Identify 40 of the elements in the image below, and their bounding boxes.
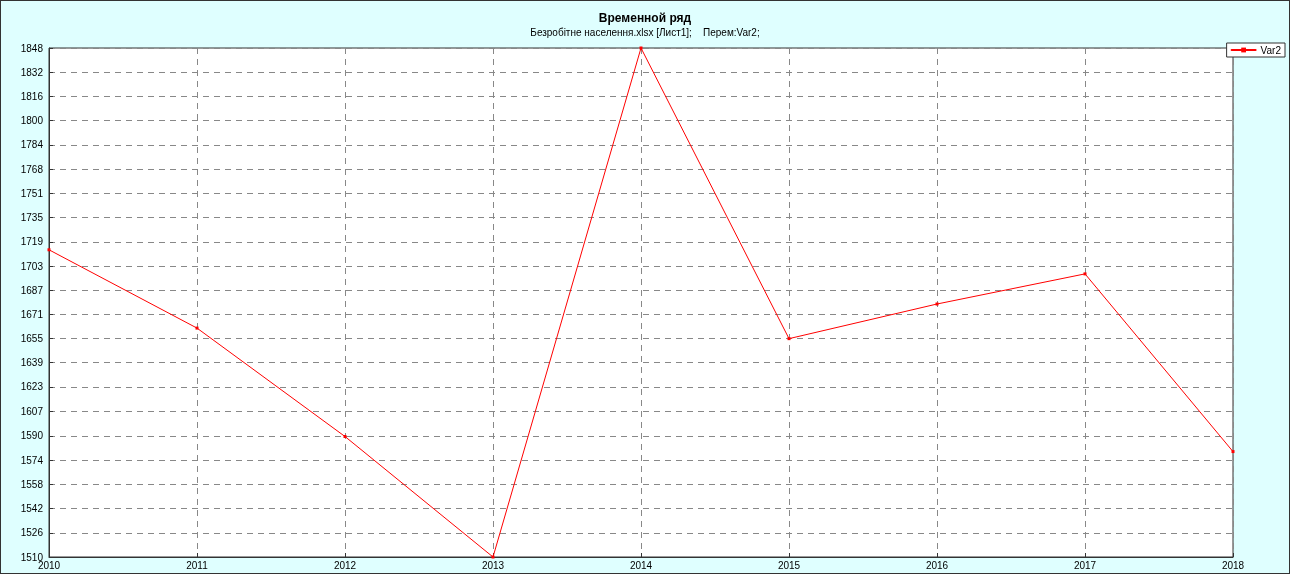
legend-label: Var2 bbox=[1260, 44, 1282, 56]
x-tick-label: 2016 bbox=[925, 559, 949, 571]
chart-title: Временной ряд bbox=[598, 11, 692, 25]
x-tick-label: 2017 bbox=[1073, 559, 1097, 571]
y-tick-label: 1687 bbox=[20, 284, 44, 296]
x-tick-label: 2015 bbox=[777, 559, 801, 571]
y-tick-label: 1655 bbox=[20, 332, 44, 344]
y-tick-label: 1590 bbox=[20, 430, 44, 442]
y-tick-label: 1816 bbox=[20, 90, 44, 102]
x-tick-label: 2014 bbox=[629, 559, 653, 571]
y-tick-label: 1751 bbox=[20, 187, 44, 199]
y-tick-label: 1639 bbox=[20, 357, 44, 369]
x-tick-label: 2011 bbox=[186, 559, 209, 571]
y-tick-label: 1768 bbox=[20, 163, 44, 175]
x-tick-label: 2013 bbox=[481, 559, 505, 571]
y-tick-label: 1574 bbox=[20, 454, 44, 466]
x-tick-label: 2018 bbox=[1221, 559, 1245, 571]
y-tick-label: 1719 bbox=[20, 236, 44, 248]
y-tick-label: 1671 bbox=[20, 309, 44, 321]
y-tick-label: 1800 bbox=[20, 115, 44, 127]
point bbox=[47, 248, 51, 252]
y-tick-label: 1784 bbox=[20, 139, 44, 151]
y-tick-label: 1848 bbox=[20, 42, 44, 54]
y-tick-label: 1542 bbox=[20, 502, 44, 514]
y-tick-label: 1526 bbox=[20, 527, 44, 539]
point bbox=[1231, 450, 1235, 454]
chart-subtitle: Безробітне населення.xlsx [Лист1]; Перем:Var2; bbox=[530, 26, 760, 38]
y-tick-label: 1832 bbox=[20, 66, 44, 78]
y-tick-label: 1735 bbox=[20, 212, 44, 224]
y-tick-label: 1703 bbox=[20, 260, 44, 272]
point bbox=[639, 46, 643, 50]
x-tick-label: 2012 bbox=[333, 559, 357, 571]
point bbox=[195, 326, 199, 330]
y-tick-label: 1607 bbox=[20, 405, 44, 417]
y-tick-label: 1558 bbox=[20, 478, 44, 490]
point bbox=[787, 337, 791, 341]
point bbox=[935, 302, 939, 306]
point bbox=[343, 435, 347, 439]
y-tick-label: 1623 bbox=[20, 381, 44, 393]
point bbox=[1083, 272, 1087, 276]
